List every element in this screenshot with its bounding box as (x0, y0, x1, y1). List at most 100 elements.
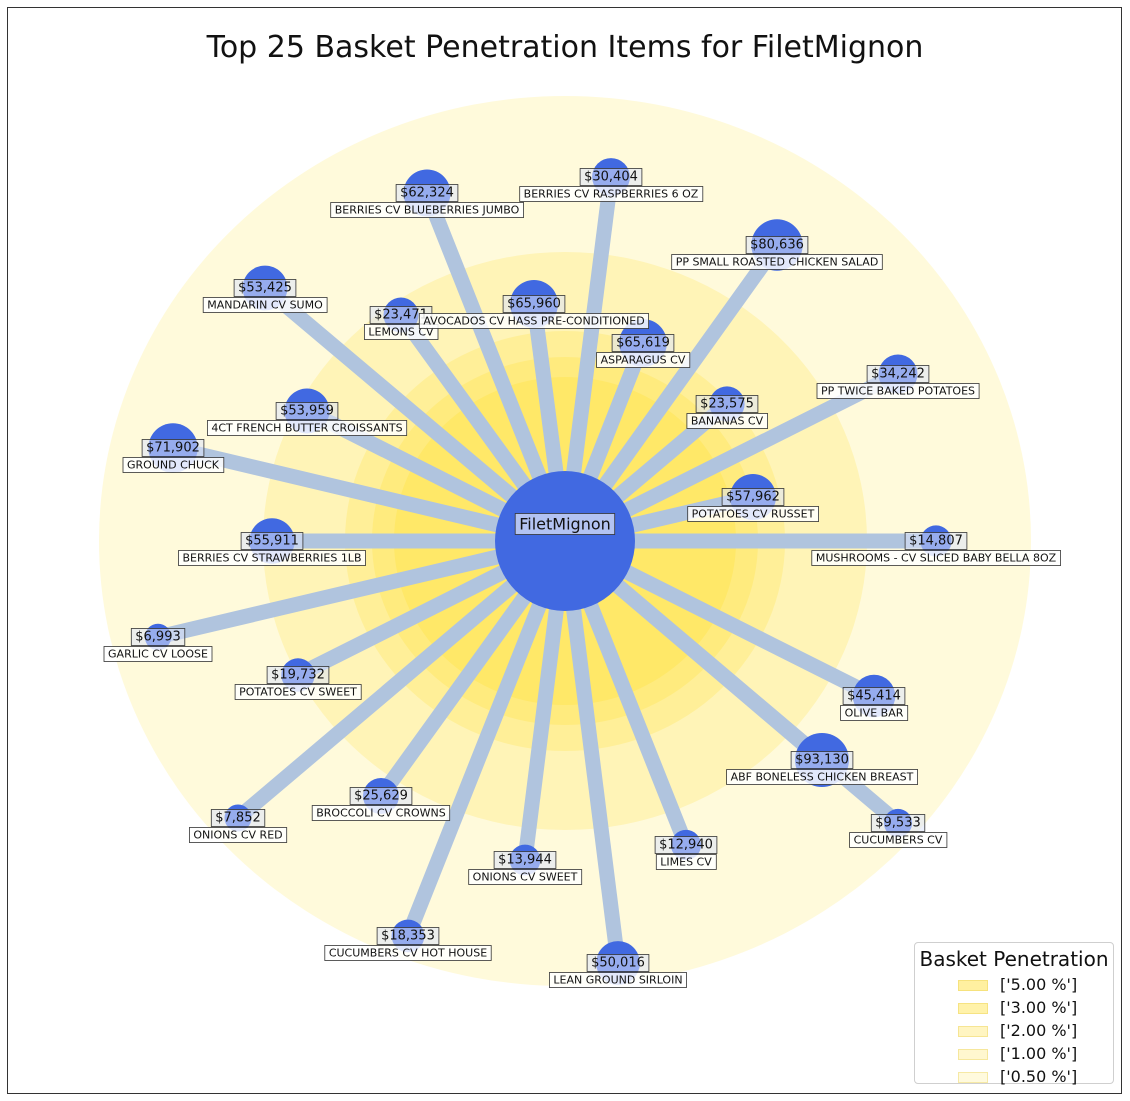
item-name-label: LEMONS CV (368, 326, 434, 339)
sales-label-group: $30,404 (579, 168, 643, 186)
sales-label-group: $12,940 (654, 836, 718, 854)
edge (401, 538, 572, 939)
sales-label-box (790, 751, 854, 769)
item-name-label-box (103, 646, 213, 662)
item-name-label: LIMES CV (660, 856, 712, 869)
sales-label-box (210, 809, 266, 827)
sales-label: $71,902 (146, 441, 200, 456)
sales-label: $57,962 (726, 490, 780, 505)
item-name-label: ONIONS CV SWEET (473, 871, 578, 884)
edge (557, 540, 626, 964)
item-name-label-box (468, 869, 583, 885)
item-name-label-box (202, 297, 328, 313)
legend: Basket Penetration ['5.00 %'] ['3.00 %']… (914, 942, 1114, 1086)
sales-label-box (395, 184, 459, 202)
sales-label-box (266, 666, 330, 684)
sales-label: $19,732 (271, 668, 325, 683)
item-name-label: CUCUMBERS CV HOT HOUSE (329, 947, 487, 960)
item-name-label: GROUND CHUCK (127, 459, 220, 472)
sales-label-group: $19,732 (266, 666, 330, 684)
sales-label: $23,575 (700, 397, 754, 412)
sales-label: $14,807 (909, 534, 963, 549)
item-name-label-group: MANDARIN CV SUMO (202, 297, 328, 313)
sales-label-box (721, 488, 785, 506)
sales-label-group: $23,471 (369, 306, 433, 324)
item-name-label: BANANAS CV (691, 415, 764, 428)
item-name-label-box (188, 827, 288, 843)
sales-label-group: $65,619 (611, 334, 675, 352)
item-name-label-box (122, 457, 225, 473)
item-name-label-group: CUCUMBERS CV (849, 832, 948, 848)
item-name-label: ASPARAGUS CV (601, 354, 686, 367)
item-name-label-group: MUSHROOMS - CV SLICED BABY BELLA 8OZ (811, 550, 1061, 566)
item-name-label-group: OLIVE BAR (840, 705, 909, 721)
item-name-label-group: CUCUMBERS CV HOT HOUSE (324, 945, 492, 961)
legend-label: ['2.00 %'] (1000, 1021, 1078, 1040)
item-name-label: BERRIES CV RASPBERRIES 6 OZ (524, 188, 699, 201)
sales-label: $6,993 (135, 630, 181, 645)
sales-label: $53,425 (238, 281, 292, 296)
item-name-label-box (816, 383, 980, 399)
item-name-label-group: BERRIES CV BLUEBERRIES JUMBO (330, 202, 525, 218)
item-name-label-box (686, 413, 769, 429)
item-name-label-box (519, 186, 704, 202)
item-name-label: ONIONS CV RED (193, 829, 282, 842)
sales-label-group: $6,993 (130, 628, 186, 646)
sales-label-group: $55,911 (240, 532, 304, 550)
center-node (495, 471, 635, 611)
sales-label: $65,960 (507, 297, 561, 312)
item-name-label-group: BROCCOLI CV CROWNS (311, 805, 451, 821)
item-name-label: MUSHROOMS - CV SLICED BABY BELLA 8OZ (816, 552, 1057, 565)
sales-label-box (240, 532, 304, 550)
sales-label-group: $53,959 (275, 402, 339, 420)
item-name-label: LEAN GROUND SIRLOIN (553, 974, 682, 987)
sales-label-group: $50,016 (586, 954, 650, 972)
sales-label-box (275, 402, 339, 420)
sales-label: $53,959 (280, 404, 334, 419)
sales-label-group: $18,353 (376, 927, 440, 945)
item-name-label-box (811, 550, 1061, 566)
item-name-label-box (418, 313, 649, 329)
item-name-label-box (206, 420, 408, 436)
sales-label: $55,911 (245, 534, 299, 549)
sales-label-group: $25,629 (349, 787, 413, 805)
sales-label-group: $71,902 (141, 439, 205, 457)
sales-label: $93,130 (795, 753, 849, 768)
sales-label-group: $53,425 (233, 279, 297, 297)
sales-label-box (579, 168, 643, 186)
center-label-group: FiletMignon (514, 513, 616, 535)
sales-label: $50,016 (591, 956, 645, 971)
item-name-label-box (178, 550, 366, 566)
sales-label-group: $13,944 (493, 851, 557, 869)
legend-label: ['1.00 %'] (1000, 1044, 1078, 1063)
sales-label: $30,404 (584, 170, 638, 185)
item-name-label: 4CT FRENCH BUTTER CROISSANTS (211, 422, 402, 435)
sales-label: $34,242 (871, 367, 925, 382)
sales-label-box (130, 628, 186, 646)
item-name-label-group: ONIONS CV RED (188, 827, 288, 843)
item-name-label: GARLIC CV LOOSE (108, 648, 208, 661)
sales-label-box (695, 395, 759, 413)
sales-label-box (493, 851, 557, 869)
item-name-label: POTATOES CV RUSSET (692, 508, 815, 521)
sales-label-box (745, 236, 809, 254)
sales-label-box (611, 334, 675, 352)
sales-label: $25,629 (354, 789, 408, 804)
sales-label-box (654, 836, 718, 854)
sales-label-group: $80,636 (745, 236, 809, 254)
sales-label: $7,852 (215, 811, 261, 826)
sales-label: $23,471 (374, 308, 428, 323)
item-name-label: OLIVE BAR (845, 707, 904, 720)
item-name-label: BERRIES CV BLUEBERRIES JUMBO (335, 204, 520, 217)
center-label-box (514, 513, 616, 535)
sales-label: $45,414 (847, 689, 901, 704)
item-name-label-group: POTATOES CV SWEET (234, 684, 362, 700)
sales-label-group: $45,414 (842, 687, 906, 705)
sales-label-group: $14,807 (904, 532, 968, 550)
item-name-label-box (726, 769, 918, 785)
chart-title: Top 25 Basket Penetration Items for File… (206, 30, 924, 65)
sales-label-group: $62,324 (395, 184, 459, 202)
item-name-label: BERRIES CV STRAWBERRIES 1LB (183, 552, 362, 565)
item-name-label-box (671, 254, 883, 270)
item-name-label: MANDARIN CV SUMO (207, 299, 323, 312)
